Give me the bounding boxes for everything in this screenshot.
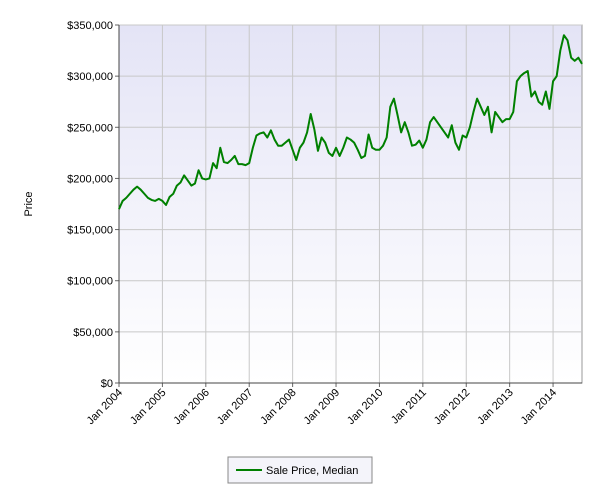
data-line [118, 34, 583, 210]
x-tick-label: Jan 2005 [128, 387, 168, 427]
y-tick-label: $50,000 [73, 327, 113, 339]
y-tick-label: $250,000 [67, 122, 113, 134]
x-tick-label: Jan 2008 [258, 387, 298, 427]
x-tick-label: Jan 2009 [302, 387, 342, 427]
x-tick-label: Jan 2013 [475, 387, 515, 427]
x-tick-label: Jan 2007 [215, 387, 255, 427]
y-tick-label: $300,000 [67, 71, 113, 83]
x-tick-label: Jan 2014 [519, 387, 559, 427]
y-axis-label: Price [23, 191, 35, 216]
plot-area [118, 24, 583, 384]
y-tick-label: $100,000 [67, 276, 113, 288]
y-tick-label: $150,000 [67, 225, 113, 237]
x-tick-label: Jan 2012 [432, 387, 472, 427]
x-tick-label: Jan 2006 [171, 387, 211, 427]
y-tick-label: $350,000 [67, 20, 113, 32]
x-tick-label: Jan 2004 [85, 387, 125, 427]
legend-label: Sale Price, Median [266, 465, 358, 477]
y-tick-label: $200,000 [67, 173, 113, 185]
x-tick-label: Jan 2011 [389, 387, 429, 427]
y-tick-label: $0 [101, 378, 113, 390]
x-tick-label: Jan 2010 [345, 387, 385, 427]
